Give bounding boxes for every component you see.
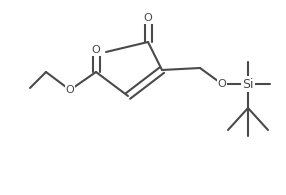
Text: Si: Si (242, 77, 254, 90)
Text: O: O (218, 79, 227, 89)
Text: O: O (92, 45, 100, 55)
Text: O: O (144, 13, 152, 23)
Text: O: O (65, 85, 74, 95)
